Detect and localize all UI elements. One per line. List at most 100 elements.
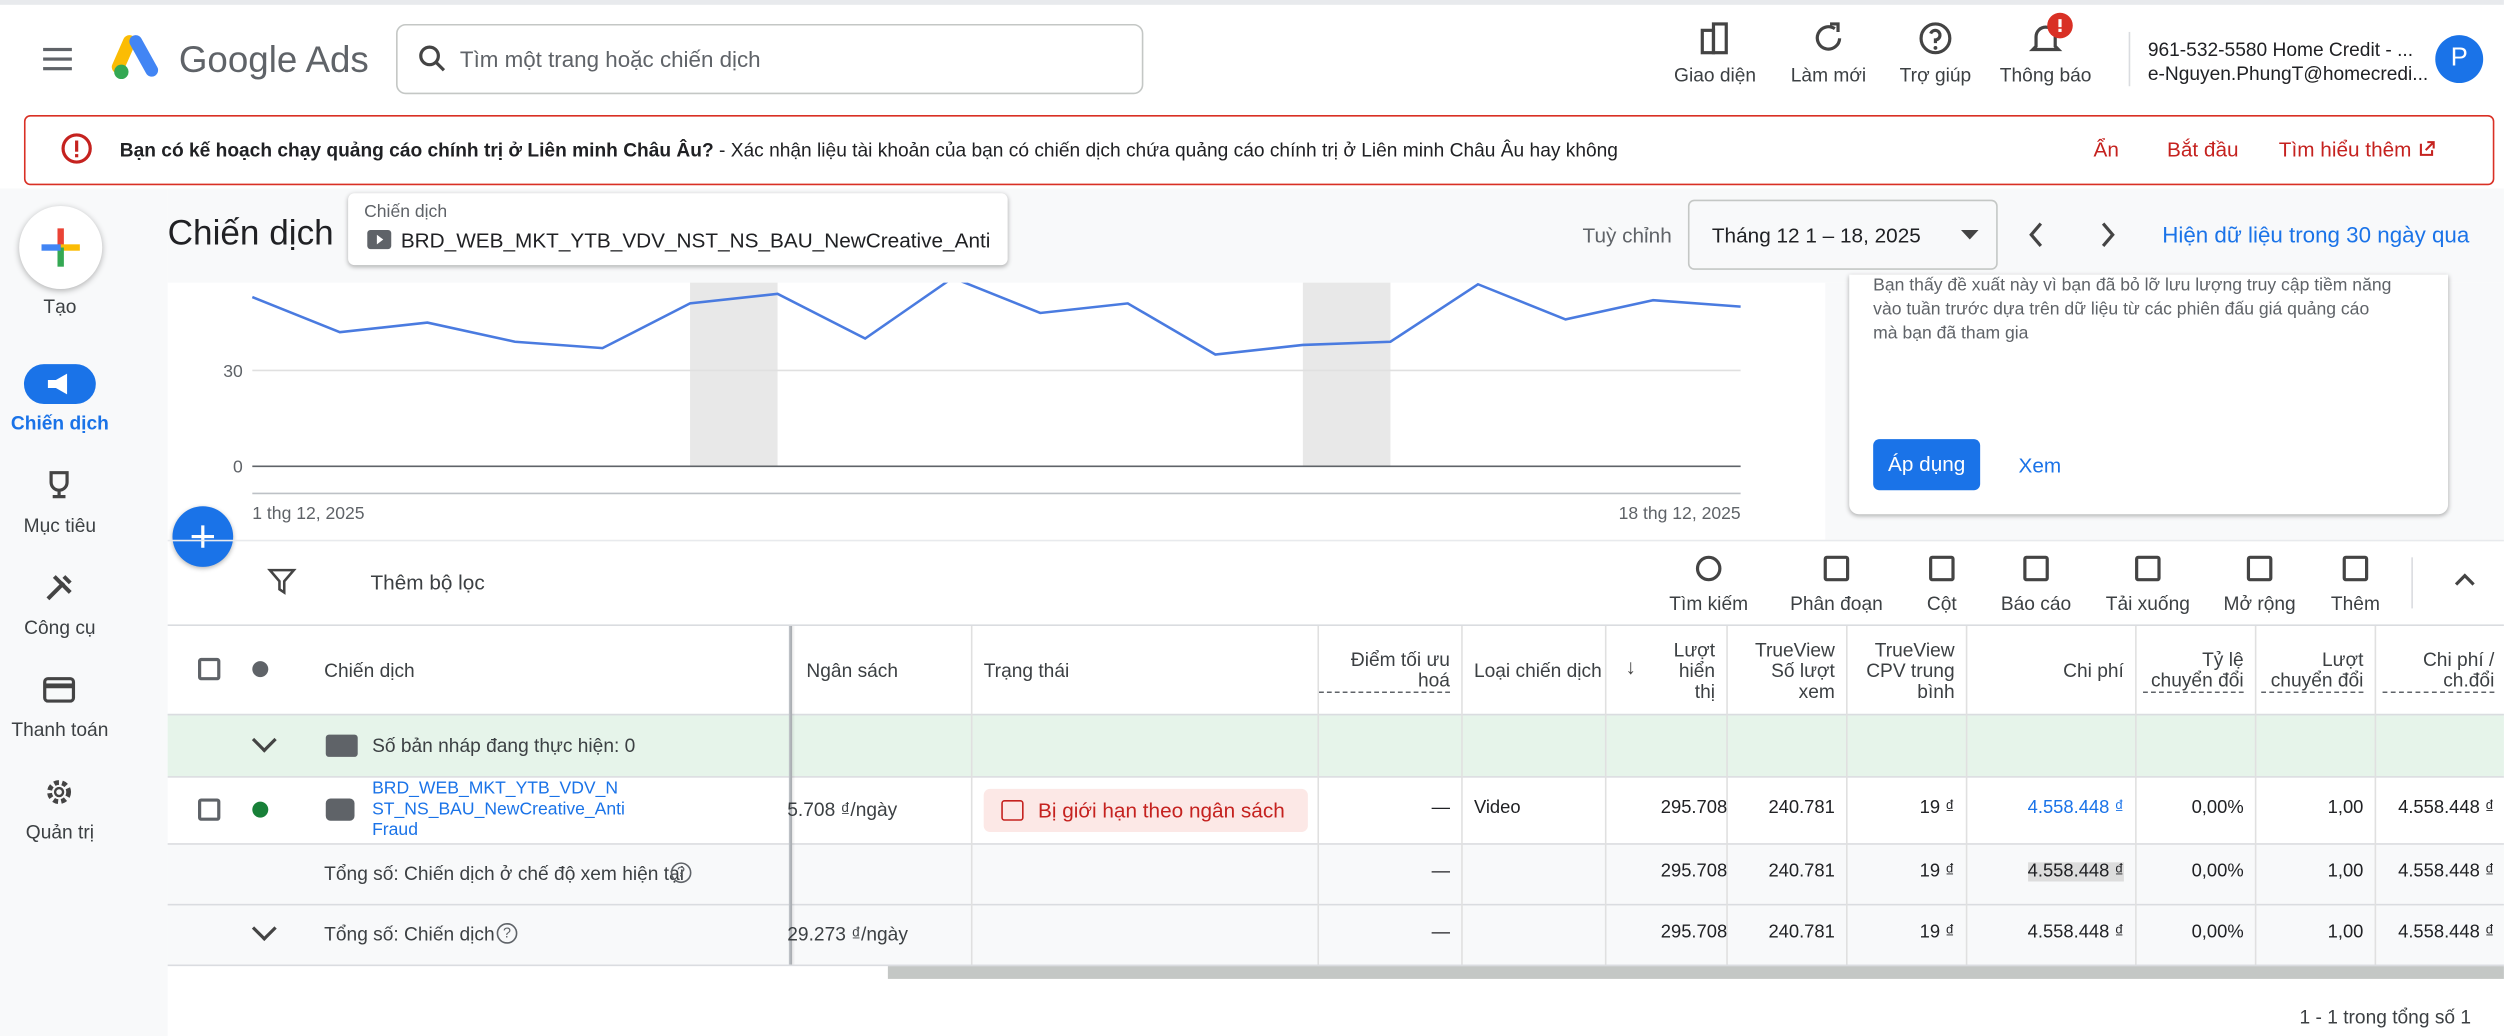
tool-label[interactable]: Cột — [1926, 592, 1957, 615]
tool-label[interactable]: Tải xuống — [2105, 592, 2190, 615]
help-icon[interactable]: ? — [496, 923, 518, 944]
weekend-band — [690, 282, 778, 467]
campaign-selector[interactable] — [348, 193, 1008, 266]
cell: 295.708 — [1660, 798, 1728, 818]
alert-icon — [61, 133, 92, 164]
checkbox[interactable] — [198, 798, 221, 821]
last30-link[interactable]: Hiện dữ liệu trong 30 ngày qua — [2162, 221, 2470, 248]
tool-icon[interactable] — [1695, 555, 1722, 582]
header-action-label[interactable]: Trợ giúp — [1899, 63, 1972, 87]
column-header[interactable]: Lượt hiển thị — [1661, 636, 1715, 706]
column-header[interactable]: Chi phí / ch.đổi — [2382, 636, 2495, 706]
nav-label[interactable]: Chiến dịch — [10, 412, 109, 435]
column-header[interactable]: Ngân sách — [806, 636, 970, 706]
cell: 19 ₫ — [1919, 923, 1955, 943]
column-header[interactable]: Lượt chuyển đổi — [2261, 636, 2364, 706]
column-header-text: Lượt chuyển đổi — [2261, 648, 2364, 693]
divider — [167, 539, 2504, 542]
column-header[interactable]: Tỷ lệ chuyển đổi — [2143, 636, 2244, 706]
collapse[interactable] — [2454, 573, 2475, 586]
admin-icon — [47, 780, 72, 805]
nav-label[interactable]: Thanh toán — [11, 718, 109, 741]
col-border — [2135, 625, 2137, 965]
header-icon[interactable] — [1698, 21, 1733, 56]
selector-value: BRD_WEB_MKT_YTB_VDV_NST_NS_BAU_NewCreati… — [400, 228, 995, 253]
tool-label[interactable]: Mở rộng — [2223, 592, 2296, 615]
campaign-link[interactable]: BRD_WEB_MKT_YTB_VDV_NST_NS_BAU_NewCreati… — [372, 779, 625, 840]
header-icon[interactable] — [1918, 21, 1953, 56]
tool-icon[interactable] — [2246, 555, 2273, 582]
column-header[interactable]: TrueView Số lượt xem — [1734, 636, 1835, 706]
header-icon[interactable] — [1811, 21, 1846, 56]
column-header[interactable]: Chiến dịch — [324, 636, 801, 706]
top-edge — [0, 0, 2504, 5]
budget: 29.273 ₫/ngày — [787, 923, 908, 946]
cell: 0,00% — [2191, 923, 2244, 943]
tool-icon[interactable] — [1823, 555, 1850, 582]
cell: 240.781 — [1768, 862, 1835, 882]
row-border — [167, 776, 2504, 778]
col-border — [1965, 625, 1968, 965]
header-icon[interactable] — [2028, 12, 2073, 56]
campaign-icon — [47, 373, 68, 395]
cell: 19 ₫ — [1919, 862, 1955, 882]
add-filter[interactable]: Thêm bộ lọc — [370, 570, 485, 595]
tool-label[interactable]: Thêm — [2330, 592, 2380, 615]
nav-label[interactable]: Mục tiêu — [23, 514, 97, 537]
avatar[interactable]: P — [2435, 35, 2484, 84]
plot — [251, 282, 1741, 468]
row-total2-bg — [167, 903, 2504, 965]
date-picker[interactable] — [1687, 199, 1998, 270]
cell: 4.558.448 ₫ — [1974, 862, 2124, 882]
tool-icon[interactable] — [1929, 555, 1955, 582]
cell: 295.708 — [1660, 923, 1728, 943]
header-action-label[interactable]: Giao diện — [1674, 63, 1757, 87]
total-label: Tổng số: Chiến dịch — [324, 923, 495, 946]
nav-label[interactable]: Tạo — [43, 295, 77, 318]
banner-start[interactable]: Bắt đầu — [2166, 137, 2239, 162]
x-label: 1 thg 12, 2025 — [252, 503, 364, 523]
column-header[interactable]: Điểm tối ưu hoá — [1319, 636, 1450, 706]
date-range: Tháng 12 1 – 18, 2025 — [1711, 223, 1921, 248]
x-label: 18 thg 12, 2025 — [1619, 503, 1741, 523]
column-header[interactable]: Loại chiến dịch — [1474, 636, 1605, 706]
scrollbar[interactable] — [887, 966, 2504, 979]
checkbox[interactable] — [198, 657, 221, 681]
filter-icon[interactable] — [267, 568, 297, 595]
sort-arrow[interactable]: ↓ — [1625, 654, 1637, 679]
external-icon — [2419, 141, 2435, 156]
column-header[interactable]: Chi phí — [1974, 636, 2124, 706]
view-button[interactable]: Xem — [2018, 453, 2062, 478]
cell: — — [1431, 862, 1450, 882]
tool-label[interactable]: Phân đoạn — [1790, 592, 1883, 615]
nav-label[interactable]: Quản trị — [25, 820, 94, 844]
video-icon — [325, 798, 355, 821]
sidebar — [0, 188, 168, 1036]
nav-label[interactable]: Công cụ — [24, 616, 96, 639]
menu-icon[interactable] — [43, 46, 75, 72]
banner-learn[interactable]: Tìm hiểu thêm — [2278, 137, 2412, 162]
help-icon[interactable]: ? — [670, 862, 692, 884]
tool-label[interactable]: Báo cáo — [2000, 592, 2072, 615]
line-series — [251, 282, 1741, 356]
prev-button[interactable] — [2028, 222, 2044, 248]
search-box[interactable] — [396, 23, 1144, 95]
header-action-label[interactable]: Làm mới — [1790, 63, 1867, 87]
tool-icon[interactable] — [2023, 555, 2049, 582]
tool-label[interactable]: Tìm kiếm — [1669, 592, 1749, 615]
apply-button[interactable]: Áp dụng — [1873, 439, 1981, 491]
header-action-label[interactable]: Thông báo — [1999, 63, 2092, 87]
next-button[interactable] — [2100, 222, 2116, 248]
banner-text: Bạn có kế hoạch chạy quảng cáo chính trị… — [120, 139, 1618, 161]
tool-icon[interactable] — [2135, 555, 2161, 582]
column-header[interactable]: TrueView CPV trung bình — [1852, 636, 1954, 706]
y-tick-label: 0 — [233, 457, 243, 477]
tool-icon[interactable] — [2342, 555, 2369, 582]
plus-icon — [41, 228, 80, 267]
account-name: 961-532-5580 Home Credit - ... — [2147, 38, 2414, 61]
column-header[interactable]: Trạng thái — [984, 636, 1318, 706]
banner-hide[interactable]: Ẩn — [2093, 137, 2119, 162]
row-border — [167, 843, 2504, 845]
y-tick-label: 30 — [223, 361, 243, 381]
